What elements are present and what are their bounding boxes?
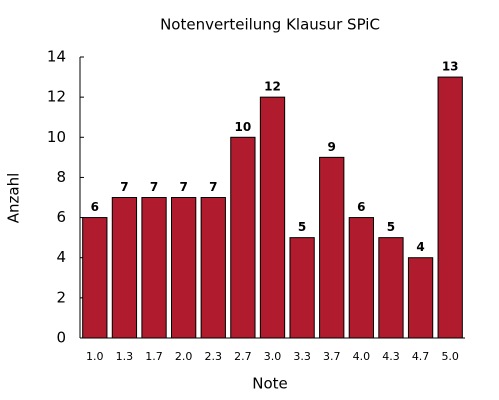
y-tick-label: 8 (56, 168, 66, 186)
bar (259, 96, 286, 339)
data-label: 5 (298, 220, 306, 234)
y-tick-label: 4 (56, 248, 66, 266)
bar (171, 197, 197, 339)
x-axis-label: Note (252, 375, 288, 393)
data-label: 7 (150, 180, 158, 194)
data-label: 12 (264, 80, 281, 94)
y-axis-label: Anzahl (5, 173, 23, 224)
x-tick-label: 4.7 (412, 350, 430, 363)
bar (230, 136, 256, 339)
bar (111, 197, 138, 339)
x-tick-label: 1.3 (116, 350, 134, 363)
x-tick-label: 2.3 (205, 350, 223, 363)
x-tick-label: 3.0 (264, 350, 282, 363)
bar (348, 217, 374, 339)
bar (200, 197, 226, 339)
y-tick-label: 6 (56, 208, 66, 226)
x-tick-label: 2.0 (175, 350, 193, 363)
data-label: 7 (120, 180, 128, 194)
data-label: 7 (209, 180, 217, 194)
x-tick-label: 4.0 (353, 350, 371, 363)
bar (289, 237, 315, 339)
y-tick-label: 0 (56, 329, 66, 347)
bar (82, 217, 108, 339)
data-label: 6 (91, 200, 99, 214)
x-tick-label: 3.3 (293, 350, 311, 363)
bar (437, 76, 463, 339)
bar (141, 197, 167, 339)
data-label: 4 (416, 240, 424, 254)
data-label: 5 (387, 220, 395, 234)
bar (378, 237, 404, 339)
chart-title: Notenverteilung Klausur SPiC (160, 16, 380, 34)
x-tick-label: 5.0 (441, 350, 459, 363)
data-label: 7 (179, 180, 187, 194)
data-label: 10 (235, 120, 252, 134)
data-label: 13 (442, 60, 459, 74)
y-tick-label: 12 (47, 88, 66, 106)
y-tick-label: 2 (56, 288, 66, 306)
x-tick-label: 3.7 (323, 350, 341, 363)
x-tick-label: 4.3 (382, 350, 400, 363)
x-tick-label: 2.7 (234, 350, 252, 363)
x-tick-label: 1.7 (145, 350, 163, 363)
y-tick-label: 14 (47, 48, 66, 66)
y-tick-label: 10 (47, 128, 66, 146)
bar (407, 257, 434, 339)
data-label: 6 (357, 200, 365, 214)
bar (319, 156, 345, 339)
data-label: 9 (328, 140, 336, 154)
x-tick-label: 1.0 (86, 350, 104, 363)
